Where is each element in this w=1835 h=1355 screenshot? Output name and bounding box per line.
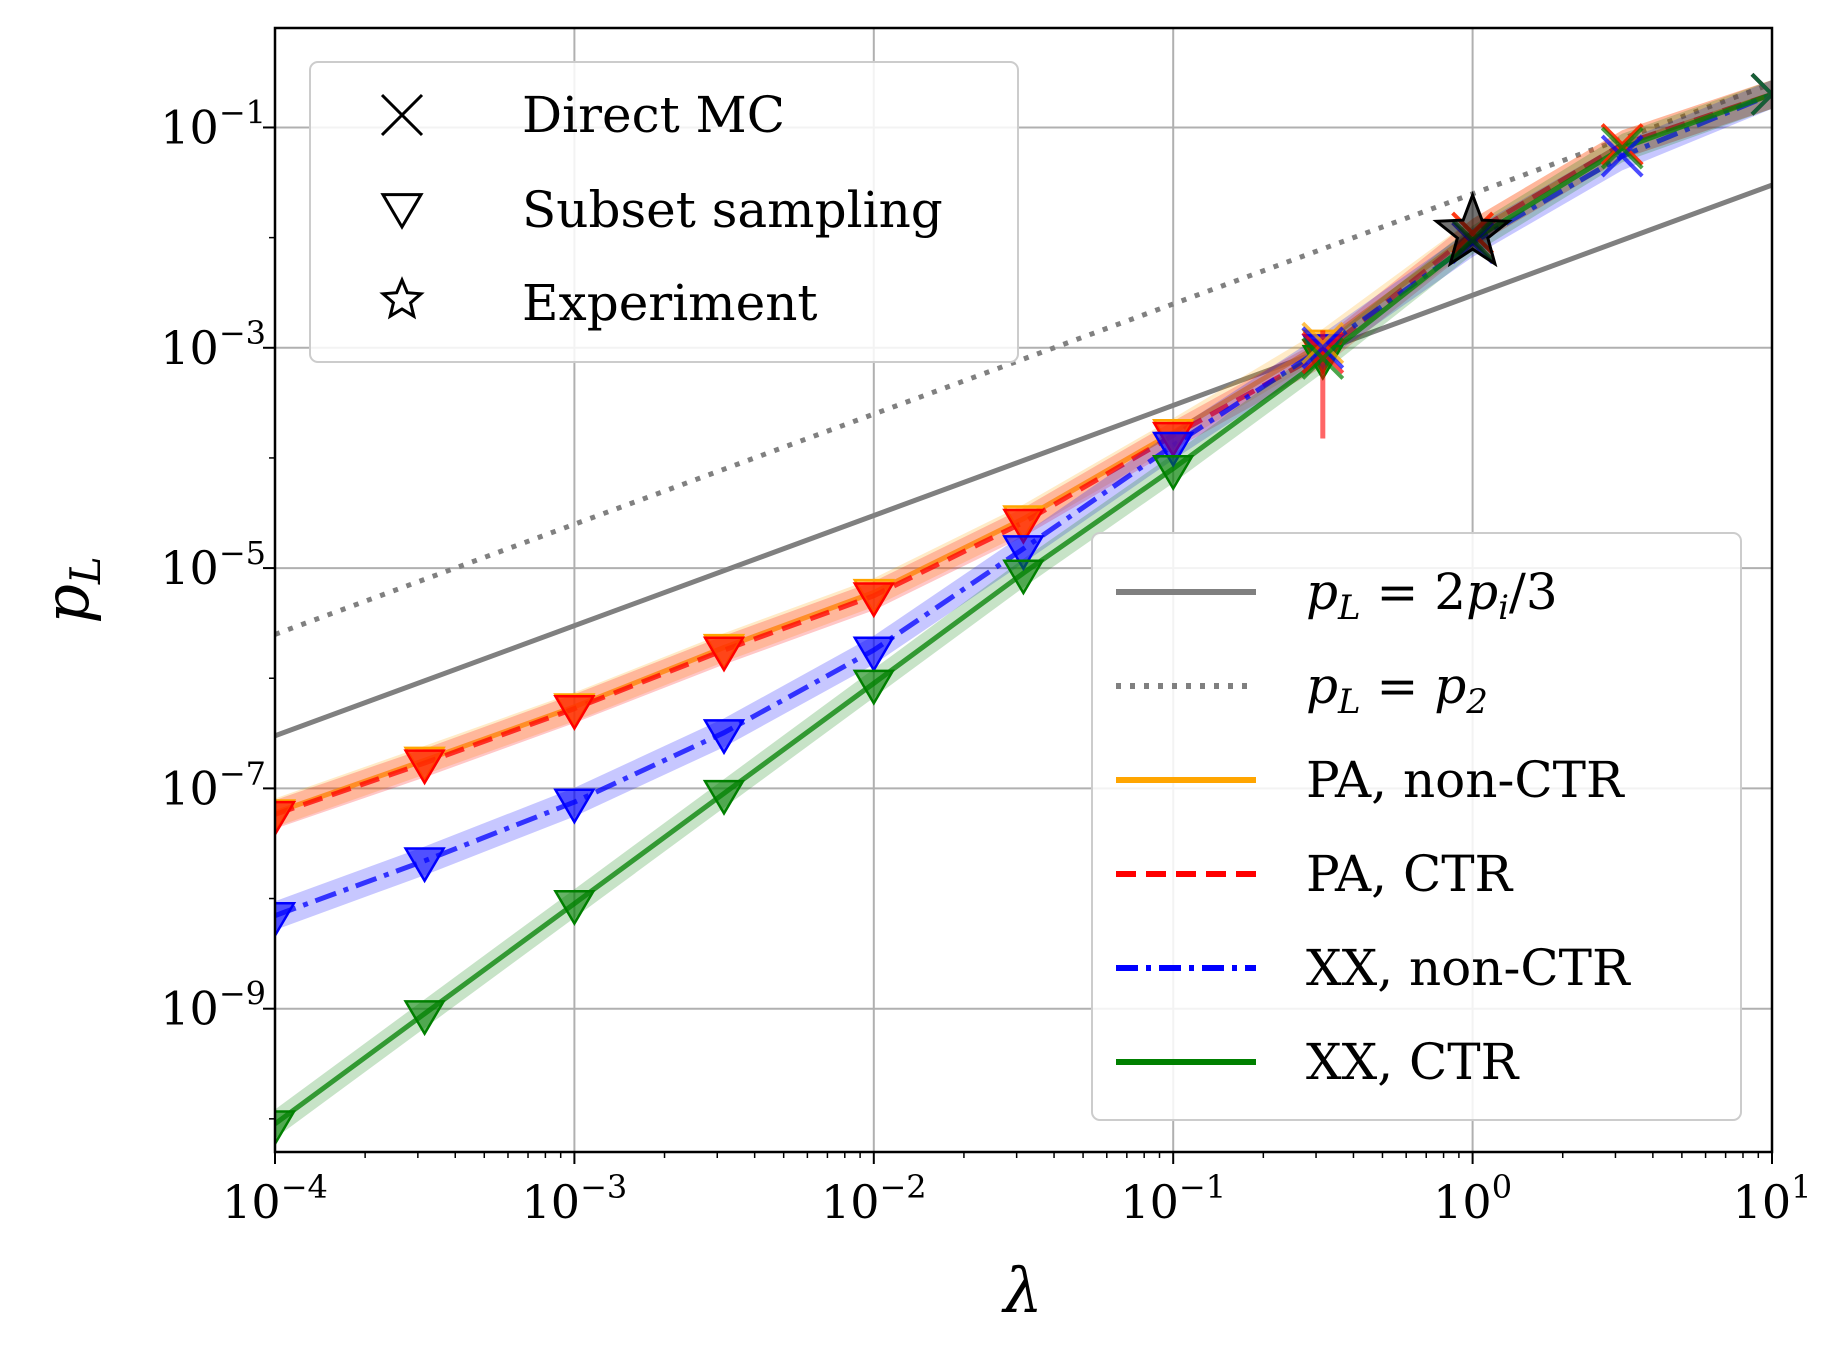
line-legend-label-2: PA, non-CTR (1306, 751, 1625, 809)
x-tick-label-4: 100 (1433, 1168, 1512, 1229)
subset-marker-3-6 (1152, 455, 1195, 492)
direct-mc-marker-2-0 (1301, 326, 1345, 370)
plot-area (275, 72, 1772, 1147)
legend-star-icon (379, 276, 425, 320)
subset-marker-2-4 (852, 636, 895, 673)
y-tick-label-0: 10−9 (160, 975, 266, 1036)
x-tick-label-5: 101 (1733, 1168, 1812, 1229)
subset-marker-2-2 (553, 788, 596, 825)
subset-marker-3-4 (852, 669, 895, 706)
direct-mc-marker-3-0 (1301, 337, 1345, 380)
legend-triangle-icon (380, 193, 424, 230)
y-tick-label-3: 10−3 (160, 314, 266, 375)
marker-legend-label-1: Subset sampling (522, 181, 943, 239)
subset-marker-3-5 (1002, 559, 1045, 596)
reference-line-0 (275, 182, 1772, 739)
subset-marker-1-3 (702, 636, 746, 673)
marker-legend-label-2: Experiment (522, 274, 817, 332)
y-tick-label-4: 10−1 (160, 93, 266, 154)
subset-marker-1-4 (852, 582, 895, 619)
x-tick-label-1: 10−3 (522, 1168, 628, 1229)
subset-marker-2-5 (1002, 535, 1045, 572)
direct-mc-marker-1-2 (1600, 123, 1644, 166)
subset-marker-2-1 (403, 847, 446, 884)
series-line-1 (275, 91, 1772, 817)
x-tick-label-0: 10−4 (222, 1168, 328, 1229)
y-tick-label-1: 10−7 (160, 754, 266, 815)
line-legend-label-4: XX, non-CTR (1306, 939, 1631, 997)
subset-marker-3-0 (275, 1110, 297, 1147)
x-axis-label: λ (1000, 1254, 1042, 1327)
experiment-marker-0 (1432, 190, 1513, 268)
subset-marker-2-6 (1152, 431, 1195, 468)
ticks (263, 126, 1773, 1164)
y-axis-label: pL (30, 556, 110, 624)
line-legend-label-0: pL = 2pi/3 (1306, 563, 1558, 628)
subset-marker-2-3 (702, 719, 746, 756)
direct-mc-marker-0-0 (1301, 321, 1345, 365)
line-legend-label-5: XX, CTR (1306, 1033, 1520, 1091)
x-tick-label-2: 10−2 (821, 1168, 927, 1229)
tick-labels: 10−4 10−3 10−2 10−1 100 101 10−9 10−7 10−5 10−3 10… (160, 93, 1811, 1229)
direct-mc-marker-3-2 (1600, 126, 1644, 170)
subset-marker-1-5 (1002, 508, 1045, 545)
axes-frame (273, 26, 1774, 1154)
direct-mc-marker-2-2 (1600, 134, 1644, 178)
subset-marker-3-1 (403, 1000, 446, 1037)
subset-marker-1-1 (403, 749, 446, 786)
subset-marker-1-0 (275, 800, 297, 837)
legend-lines: pL = 2pi/3 pL = p2 PA, non-CTR PA, CTR XX, n… (1091, 532, 1742, 1121)
subset-marker-3-2 (553, 889, 596, 926)
legend-markers: Direct MC Subset sampling Experiment (309, 61, 1019, 363)
line-legend-label-1: pL = p2 (1306, 657, 1488, 722)
subset-marker-1-2 (553, 695, 596, 732)
y-tick-label-2: 10−5 (160, 534, 266, 595)
line-legend-label-3: PA, CTR (1306, 845, 1514, 903)
marker-legend-label-0: Direct MC (522, 86, 785, 144)
x-tick-label-3: 10−1 (1120, 1168, 1226, 1229)
legend-x-icon (380, 93, 424, 137)
line-legend-box (1091, 532, 1742, 1121)
direct-mc-marker-1-0 (1301, 331, 1345, 375)
subset-marker-2-0 (275, 902, 297, 939)
direct-mc-marker-3-3 (1750, 72, 1772, 116)
subset-marker-3-3 (702, 779, 746, 816)
y-axis-label-text: pL (30, 556, 110, 624)
marker-legend-box (309, 61, 1019, 363)
